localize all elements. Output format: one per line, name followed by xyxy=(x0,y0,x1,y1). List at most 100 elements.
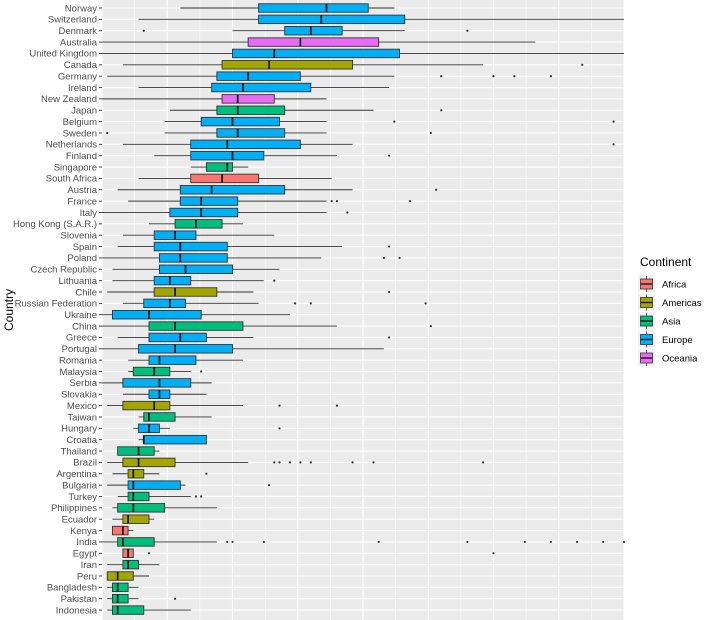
legend-label: Oceania xyxy=(662,354,698,365)
box-row xyxy=(142,26,469,36)
box-row xyxy=(128,196,412,206)
box xyxy=(117,446,155,456)
outlier-point xyxy=(424,302,427,305)
box-row xyxy=(102,321,432,331)
outlier-point xyxy=(267,484,271,487)
y-tick-label: Slovenia xyxy=(61,231,98,242)
box xyxy=(132,366,171,377)
box-row xyxy=(180,3,395,13)
outlier-point xyxy=(513,75,516,78)
box-row xyxy=(138,412,212,422)
outlier-point xyxy=(309,461,312,464)
outlier-point xyxy=(549,540,553,544)
y-tick-label: India xyxy=(76,537,97,548)
y-axis-title: Country xyxy=(2,289,16,331)
outlier-point xyxy=(602,540,605,544)
y-tick-label: South Africa xyxy=(46,174,98,185)
outlier-point xyxy=(393,120,396,123)
box xyxy=(127,469,145,479)
box xyxy=(284,26,343,36)
outlier-point xyxy=(226,540,229,544)
box-row xyxy=(122,298,427,309)
outlier-point xyxy=(278,404,281,407)
box-row xyxy=(107,71,553,81)
box xyxy=(216,128,286,138)
legend-item: Asia xyxy=(638,312,681,329)
y-tick-label: Italy xyxy=(80,208,98,219)
box-row xyxy=(138,434,207,445)
outlier-point xyxy=(481,461,485,464)
box-row xyxy=(102,94,327,104)
y-tick-label: Hungary xyxy=(61,424,97,435)
box xyxy=(138,344,233,354)
outlier-point xyxy=(205,472,208,475)
y-tick-label: Denmark xyxy=(58,26,97,37)
y-tick-label: Belgium xyxy=(63,117,97,128)
box-row xyxy=(148,219,243,229)
y-tick-label: Egypt xyxy=(73,549,98,560)
y-tick-label: Poland xyxy=(67,253,97,264)
y-tick-label: Brazil xyxy=(73,458,97,469)
y-tick-label: Kenya xyxy=(70,526,98,537)
y-tick-label: Sweden xyxy=(63,128,97,139)
outlier-point xyxy=(382,256,385,260)
outlier-point xyxy=(408,200,412,203)
outlier-point xyxy=(388,336,391,339)
legend-item: Americas xyxy=(638,293,702,311)
box-row xyxy=(117,332,391,343)
outlier-point xyxy=(194,495,198,498)
outlier-point xyxy=(330,200,333,203)
outlier-point xyxy=(429,131,432,135)
box-row xyxy=(128,355,243,365)
box xyxy=(122,457,176,468)
box-row xyxy=(102,253,401,263)
box-row xyxy=(112,275,276,286)
box xyxy=(190,150,265,161)
y-tick-label: Germany xyxy=(58,71,97,82)
box-row xyxy=(102,344,384,354)
box xyxy=(190,173,260,184)
legend: Continent Africa Americas Asia Europe Oceani… xyxy=(638,255,702,366)
y-tick-label: United Kingdom xyxy=(29,49,97,60)
y-tick-label: Hong Kong (S.A.R.) xyxy=(13,219,97,230)
box-row xyxy=(112,503,217,513)
box xyxy=(247,37,380,47)
box xyxy=(216,105,286,115)
y-tick-label: Iran xyxy=(81,560,97,571)
box xyxy=(117,503,166,513)
outlier-point xyxy=(429,324,432,328)
box xyxy=(148,355,197,365)
box-row xyxy=(138,173,332,184)
box xyxy=(153,287,218,297)
box-row xyxy=(107,605,191,615)
y-tick-label: Romania xyxy=(59,355,98,366)
box-row xyxy=(106,128,432,138)
y-tick-label: Mexico xyxy=(67,401,97,412)
y-axis-tick-labels: NorwaySwitzerlandDenmarkAustraliaUnited … xyxy=(13,3,102,616)
outlier-point xyxy=(200,495,203,498)
y-tick-label: Turkey xyxy=(68,492,97,503)
box-row xyxy=(102,37,536,47)
y-tick-label: Ukraine xyxy=(64,310,97,321)
box-row xyxy=(117,185,438,195)
box xyxy=(158,253,228,263)
outlier-point xyxy=(388,290,391,294)
box-row xyxy=(122,139,615,150)
box-row xyxy=(138,14,624,25)
box xyxy=(232,48,400,59)
box xyxy=(216,71,301,81)
box-row xyxy=(107,582,139,593)
outlier-point xyxy=(388,154,391,157)
y-tick-label: Norway xyxy=(65,3,97,14)
y-tick-label: Bulgaria xyxy=(62,480,98,491)
outlier-point xyxy=(440,75,443,78)
outlier-point xyxy=(549,75,553,78)
y-tick-label: Greece xyxy=(66,333,97,344)
y-tick-label: Australia xyxy=(60,37,98,48)
box xyxy=(190,139,301,150)
outlier-point xyxy=(299,461,302,464)
outlier-point xyxy=(434,188,438,191)
outlier-point xyxy=(106,131,109,135)
box xyxy=(174,219,223,229)
outlier-point xyxy=(273,461,276,464)
